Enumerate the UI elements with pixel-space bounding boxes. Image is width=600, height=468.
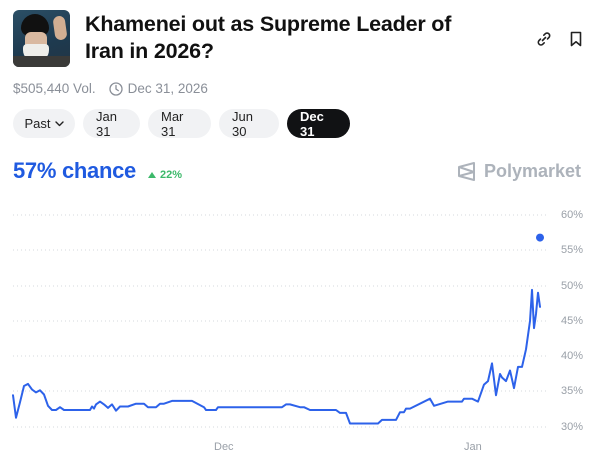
price-chart[interactable] bbox=[0, 200, 600, 468]
market-header: Khamenei out as Supreme Leader of Iran i… bbox=[13, 10, 587, 70]
chance-value: 57% chance bbox=[13, 158, 136, 183]
avatar-robe bbox=[13, 56, 70, 67]
market-avatar bbox=[13, 10, 70, 67]
copy-link-button[interactable] bbox=[534, 29, 554, 49]
y-tick-label: 30% bbox=[561, 421, 584, 433]
polymarket-logo-icon bbox=[457, 161, 476, 182]
date-tabs: Past Jan 31 Mar 31 Jun 30 Dec 31 bbox=[13, 108, 350, 139]
tab-jun-30[interactable]: Jun 30 bbox=[219, 108, 279, 139]
brand-name: Polymarket bbox=[484, 161, 582, 181]
chevron-down-icon bbox=[54, 120, 64, 127]
tab-label: Past bbox=[24, 116, 51, 131]
clock-icon bbox=[108, 81, 123, 96]
y-tick-label: 45% bbox=[561, 315, 584, 327]
y-tick-label: 55% bbox=[561, 244, 584, 256]
volume-label: $505,440 Vol. bbox=[13, 81, 96, 96]
market-meta: $505,440 Vol. Dec 31, 2026 bbox=[13, 81, 208, 96]
y-tick-label: 40% bbox=[561, 350, 584, 362]
price-line bbox=[12, 288, 541, 425]
tab-label: Mar 31 bbox=[161, 108, 184, 139]
x-tick-label: Jan bbox=[464, 441, 482, 453]
chance-summary: 57% chance 22% bbox=[13, 158, 182, 184]
grid-lines bbox=[13, 214, 548, 428]
tab-past[interactable]: Past bbox=[13, 109, 75, 138]
avatar-hand bbox=[52, 15, 68, 41]
market-title: Khamenei out as Supreme Leader of Iran i… bbox=[85, 12, 452, 63]
bookmark-button[interactable] bbox=[566, 29, 586, 49]
triangle-up-icon bbox=[147, 172, 156, 178]
bookmark-icon bbox=[570, 31, 582, 47]
tab-label: Jun 30 bbox=[232, 108, 253, 139]
link-icon bbox=[537, 32, 551, 46]
y-tick-label: 60% bbox=[561, 209, 584, 221]
tab-jan-31[interactable]: Jan 31 bbox=[83, 108, 140, 139]
tab-label: Dec 31 bbox=[300, 108, 324, 139]
y-tick-label: 50% bbox=[561, 280, 584, 292]
y-tick-label: 35% bbox=[561, 385, 584, 397]
tab-mar-31[interactable]: Mar 31 bbox=[148, 108, 211, 139]
current-price-dot[interactable] bbox=[536, 233, 544, 242]
avatar-turban bbox=[21, 14, 49, 36]
delta-value: 22% bbox=[159, 169, 182, 181]
polymarket-brand: Polymarket bbox=[457, 161, 581, 182]
end-date: Dec 31, 2026 bbox=[127, 81, 208, 96]
tab-label: Jan 31 bbox=[96, 108, 117, 139]
chance-delta: 22% bbox=[147, 169, 182, 181]
tab-dec-31[interactable]: Dec 31 bbox=[287, 108, 350, 139]
x-tick-label: Dec bbox=[214, 441, 234, 453]
